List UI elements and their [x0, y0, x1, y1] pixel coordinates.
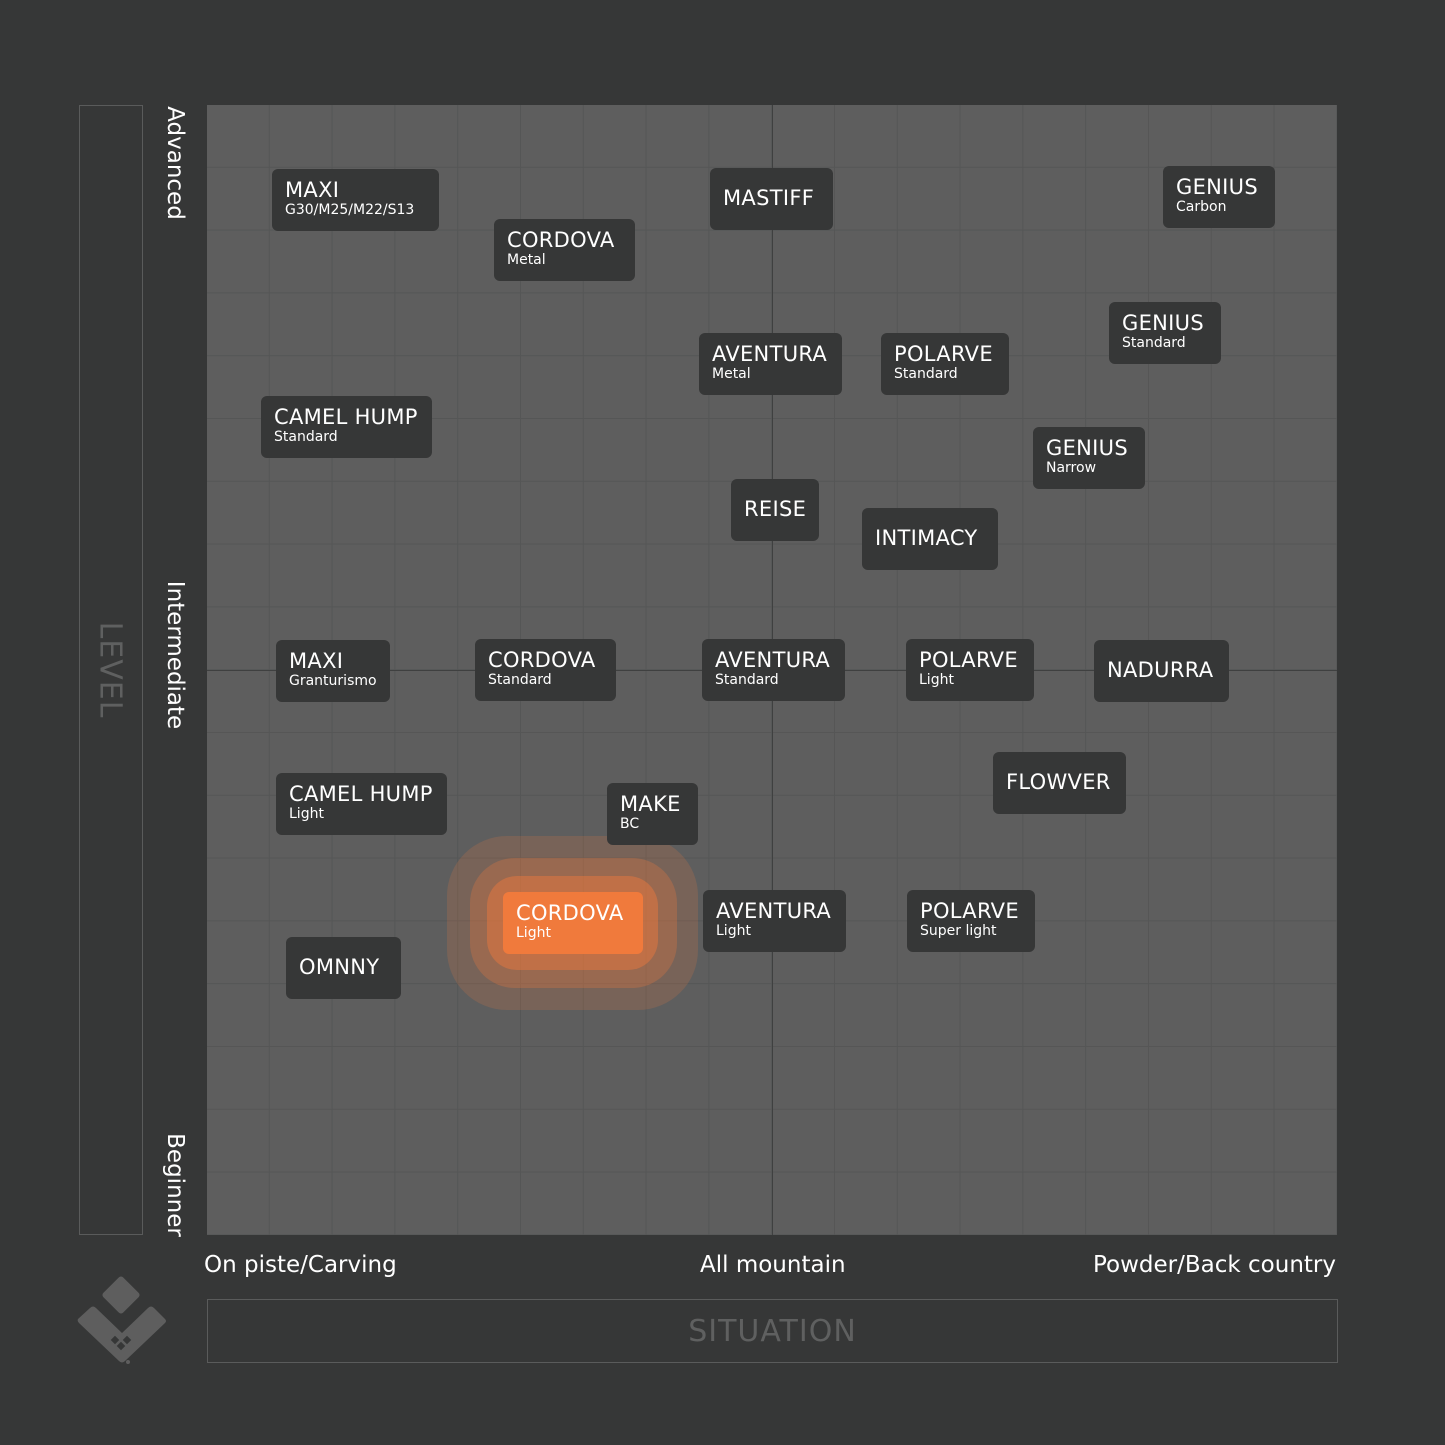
product-name: CORDOVA	[488, 648, 596, 672]
product-tag[interactable]: POLARVE Standard	[881, 333, 1009, 395]
y-label-advanced: Advanced	[162, 106, 188, 220]
product-tag[interactable]: MAXI G30/M25/M22/S13	[272, 169, 439, 231]
product-name: AVENTURA	[716, 899, 832, 923]
x-label-powder: Powder/Back country	[1093, 1252, 1336, 1278]
product-name: GENIUS	[1046, 436, 1128, 460]
product-tag[interactable]: POLARVE Super light	[907, 890, 1035, 952]
product-tag[interactable]: CORDOVA Light	[503, 892, 643, 954]
product-name: POLARVE	[894, 342, 993, 366]
product-tag[interactable]: AVENTURA Metal	[699, 333, 842, 395]
product-tag[interactable]: MAXI Granturismo	[276, 640, 390, 702]
situation-axis-title: SITUATION	[688, 1314, 857, 1349]
product-variant: Granturismo	[289, 673, 377, 689]
product-variant: Standard	[894, 366, 958, 382]
situation-axis-box: SITUATION	[207, 1299, 1338, 1363]
product-variant: Super light	[920, 923, 997, 939]
product-tag[interactable]: NADURRA	[1094, 640, 1229, 702]
product-variant: Light	[919, 672, 954, 688]
product-tag[interactable]: FLOWVER	[993, 752, 1126, 814]
product-variant: Light	[289, 806, 324, 822]
y-label-beginner: Beginner	[162, 1133, 188, 1237]
product-name: MAXI	[285, 178, 340, 202]
product-name: MAXI	[289, 649, 344, 673]
product-tag[interactable]: AVENTURA Light	[703, 890, 846, 952]
product-name: REISE	[744, 497, 807, 521]
product-name: GENIUS	[1122, 311, 1204, 335]
product-name: MASTIFF	[723, 186, 815, 210]
product-tag[interactable]: CAMEL HUMP Light	[276, 773, 447, 835]
product-variant: Metal	[712, 366, 751, 382]
product-name: FLOWVER	[1006, 770, 1111, 794]
product-name: GENIUS	[1176, 175, 1258, 199]
product-variant: Carbon	[1176, 199, 1227, 215]
product-variant: G30/M25/M22/S13	[285, 202, 415, 218]
product-tag[interactable]: MAKE BC	[607, 783, 698, 845]
product-tag[interactable]: GENIUS Standard	[1109, 302, 1221, 364]
product-variant: BC	[620, 816, 640, 832]
product-name: AVENTURA	[715, 648, 831, 672]
x-label-on-piste: On piste/Carving	[204, 1252, 397, 1278]
product-variant: Narrow	[1046, 460, 1097, 476]
product-tag[interactable]: CAMEL HUMP Standard	[261, 396, 432, 458]
product-name: CORDOVA	[507, 228, 615, 252]
product-name: POLARVE	[919, 648, 1018, 672]
product-variant: Standard	[715, 672, 779, 688]
level-axis-title: LEVEL	[92, 621, 128, 719]
product-name: NADURRA	[1107, 658, 1214, 682]
product-variant: Light	[516, 925, 551, 941]
product-tag[interactable]: MASTIFF	[710, 168, 833, 230]
product-name: CORDOVA	[516, 901, 624, 925]
product-tag[interactable]: OMNNY	[286, 937, 401, 999]
product-name: OMNNY	[299, 955, 380, 979]
x-label-all-mountain: All mountain	[700, 1252, 846, 1278]
product-name: CAMEL HUMP	[274, 405, 418, 429]
product-tag[interactable]: AVENTURA Standard	[702, 639, 845, 701]
product-tag[interactable]: CORDOVA Metal	[494, 219, 635, 281]
product-tag[interactable]: POLARVE Light	[906, 639, 1034, 701]
product-variant: Standard	[1122, 335, 1186, 351]
product-tag[interactable]: GENIUS Narrow	[1033, 427, 1145, 489]
product-name: INTIMACY	[875, 526, 978, 550]
level-axis-box	[79, 105, 143, 1235]
product-name: CAMEL HUMP	[289, 782, 433, 806]
y-label-intermediate: Intermediate	[162, 580, 188, 730]
product-name: MAKE	[620, 792, 681, 816]
positioning-grid	[207, 105, 1337, 1235]
product-variant: Standard	[274, 429, 338, 445]
product-variant: Standard	[488, 672, 552, 688]
product-name: POLARVE	[920, 899, 1019, 923]
product-tag[interactable]: GENIUS Carbon	[1163, 166, 1275, 228]
product-tag[interactable]: INTIMACY	[862, 508, 998, 570]
product-tag[interactable]: CORDOVA Standard	[475, 639, 616, 701]
product-name: AVENTURA	[712, 342, 828, 366]
product-variant: Light	[716, 923, 751, 939]
brand-logo-icon	[77, 1276, 166, 1364]
product-tag[interactable]: REISE	[731, 479, 819, 541]
product-variant: Metal	[507, 252, 546, 268]
